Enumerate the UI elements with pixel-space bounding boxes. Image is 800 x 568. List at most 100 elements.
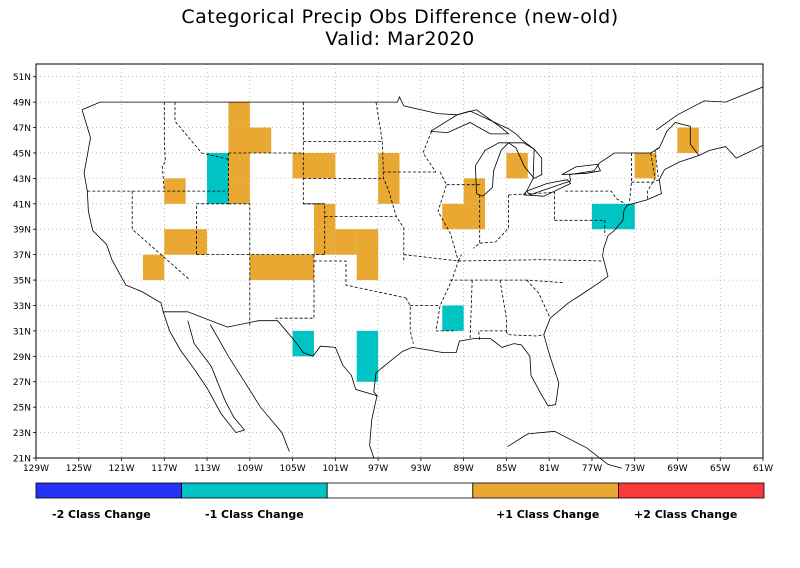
lat-tick-label: 43N [13,175,31,185]
state-boundary [314,260,406,299]
lon-tick-label: 109W [237,464,263,474]
state-boundary [161,102,166,192]
lat-tick-label: 33N [13,302,31,312]
lon-tick-label: 77W [582,464,602,474]
map-frame [35,63,764,459]
lat-tick-label: 29N [13,353,31,363]
lat-tick-label: 37N [13,251,31,261]
difference-cell [292,330,314,357]
legend-label-minus1: -1 Class Change [205,508,304,521]
grid-lines [36,64,763,458]
us-border [81,96,700,407]
difference-cell [142,254,165,281]
state-boundary [469,280,473,339]
lon-tick-label: 69W [667,464,687,474]
difference-cell [335,229,357,255]
lon-tick-label: 93W [411,464,431,474]
lat-tick-label: 23N [13,429,31,439]
lat-tick-label: 47N [13,124,31,134]
lon-tick-label: 105W [280,464,306,474]
state-boundary [629,153,632,203]
state-boundary [131,191,191,281]
lon-tick-label: 113W [194,464,220,474]
lat-tick-label: 41N [13,200,31,210]
state-boundary [526,279,551,319]
lon-tick-label: 85W [496,464,516,474]
color-legend [35,482,765,499]
st-lawrence [655,86,764,131]
lon-tick-label: 81W [539,464,559,474]
state-boundary [403,254,462,262]
title-line-1: Categorical Precip Obs Difference (new-o… [181,6,619,28]
mexico-coast [162,311,246,434]
mexico-gulf-coast [369,395,378,459]
lat-tick-label: 51N [13,73,31,83]
lat-tick-label: 25N [13,404,31,414]
difference-cell [207,152,229,204]
lon-tick-label: 101W [322,464,348,474]
legend-swatch [618,482,765,499]
lat-tick-label: 21N [13,455,31,465]
difference-cell [228,102,250,128]
lon-tick-label: 125W [66,464,92,474]
difference-cell [677,127,699,153]
title-line-2: Valid: Mar2020 [325,28,475,50]
difference-cell [591,203,635,230]
lat-tick-label: 31N [13,327,31,337]
legend-label-plus1: +1 Class Change [496,508,600,521]
lake-erie [523,179,572,197]
legend-label-minus2: -2 Class Change [52,508,151,521]
state-boundary [654,147,660,178]
state-boundary [554,219,606,236]
difference-cell [634,152,657,179]
difference-cell [228,152,250,179]
lon-tick-label: 89W [453,464,473,474]
mexico-west-coast [209,324,290,452]
lon-tick-label: 61W [753,464,773,474]
state-boundary [228,203,251,328]
lon-tick-label: 117W [151,464,177,474]
state-boundary [196,153,229,255]
state-boundary [565,190,626,205]
state-boundary [479,194,509,244]
difference-cells [142,102,699,382]
difference-cell [249,254,314,281]
us-outline [81,86,764,469]
difference-cell [292,152,336,179]
state-boundary [478,280,507,340]
state-boundary [473,194,481,249]
lat-tick-label: 39N [13,226,31,236]
lake-michigan [474,142,510,197]
lat-tick-label: 27N [13,378,31,388]
legend-swatch [181,482,328,499]
state-boundary [275,254,315,319]
lon-tick-label: 121W [108,464,134,474]
difference-cell [356,229,379,281]
difference-cell [442,305,464,331]
state-boundary [631,179,660,183]
difference-cell [356,330,379,382]
legend-label-plus2: +2 Class Change [634,508,738,521]
legend-swatch [326,482,474,499]
state-boundary [405,297,414,344]
lat-tick-label: 45N [13,149,31,159]
axis-labels: 51N 49N 47N 45N 43N 41N 39N 37N 35N 33N 31N 29N 27N 2… [13,73,773,474]
lon-tick-label: 129W [23,464,49,474]
state-boundary [375,102,405,261]
lat-tick-label: 49N [13,99,31,109]
canada-coast [698,144,764,159]
chart-title: Categorical Precip Obs Difference (new-o… [0,6,800,50]
state-boundary [647,152,656,200]
difference-cell [228,178,250,204]
difference-cell [442,203,486,230]
cuba-coast [507,430,623,469]
difference-cell [164,229,208,255]
lon-tick-label: 73W [625,464,645,474]
lon-tick-label: 97W [368,464,388,474]
lake-huron [508,142,543,179]
lake-superior [430,109,510,135]
difference-cell [378,152,400,204]
state-boundary [508,191,555,221]
lon-tick-label: 65W [710,464,730,474]
